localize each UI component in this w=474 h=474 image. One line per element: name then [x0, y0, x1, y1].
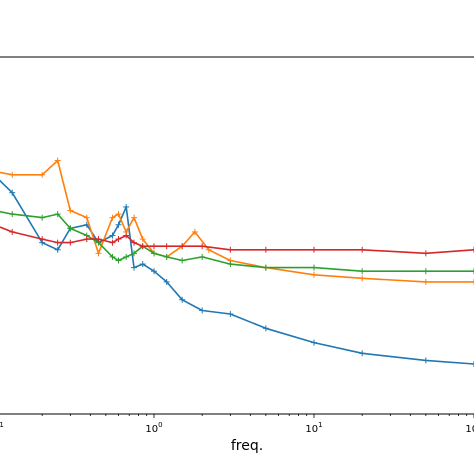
series-2-point: [422, 278, 429, 285]
series-4-point: [422, 250, 429, 257]
series-3-point: [422, 268, 429, 275]
series-3-point: [151, 250, 157, 257]
series-1-point: [359, 350, 366, 357]
series-2-point: [191, 228, 198, 235]
series-1-point: [123, 203, 130, 210]
series-1-point: [131, 264, 138, 271]
series-4-point: [471, 246, 474, 253]
series-3-point: [227, 261, 234, 268]
series-1-point: [199, 307, 206, 314]
series-3-point: [115, 257, 122, 264]
series-4-point: [95, 236, 102, 243]
series-3-point: [199, 253, 206, 260]
series-4-point: [109, 239, 116, 246]
series-4-point: [123, 232, 130, 239]
series-1-point: [115, 221, 122, 228]
series-1-point: [139, 261, 146, 268]
series-3-point: [163, 253, 170, 260]
x-tick-label: 100: [145, 421, 162, 435]
series-line-1: [0, 179, 474, 365]
series-2-point: [139, 236, 146, 243]
x-tick-label: 101: [305, 421, 322, 435]
x-tick-label: 102: [465, 421, 474, 435]
series-4-point: [131, 239, 138, 246]
series-4-point: [54, 239, 61, 246]
series-2-point: [359, 275, 366, 282]
series-4-point: [359, 246, 366, 253]
series-layer: [0, 157, 474, 368]
series-2-point: [54, 157, 61, 164]
series-1-point: [109, 232, 116, 239]
series-1-point: [163, 278, 170, 285]
series-1-point: [9, 189, 16, 196]
x-axis-label: freq.: [231, 438, 263, 454]
series-4-point: [39, 236, 46, 243]
series-1-point: [151, 268, 157, 275]
series-1-point: [422, 357, 429, 364]
series-1-point: [471, 361, 474, 368]
series-2-point: [109, 214, 116, 221]
series-3-point: [67, 225, 74, 232]
series-4-point: [163, 243, 170, 250]
series-2-point: [131, 214, 138, 221]
series-line-4: [0, 226, 474, 255]
series-3-point: [131, 250, 138, 257]
x-axis-ticks: 10-1 100 101 102: [0, 414, 474, 435]
series-4-point: [179, 243, 186, 250]
series-2-point: [471, 278, 474, 285]
series-2-point: [39, 171, 46, 178]
series-4-point: [139, 243, 146, 250]
x-tick-label: 10-1: [0, 421, 4, 435]
series-line-3: [0, 210, 474, 273]
series-3-point: [39, 214, 46, 221]
series-1-point: [311, 339, 317, 346]
series-2-point: [115, 211, 122, 218]
series-4-point: [9, 228, 16, 235]
series-4-point: [227, 246, 234, 253]
series-4-point: [115, 236, 122, 243]
series-3-point: [179, 257, 186, 264]
series-1-point: [179, 296, 186, 303]
series-1-point: [262, 325, 269, 332]
series-3-point: [311, 264, 317, 271]
series-3-point: [123, 253, 130, 260]
series-3-point: [109, 253, 116, 260]
series-2-point: [67, 207, 74, 214]
series-4-point: [67, 239, 74, 246]
series-3-point: [9, 211, 16, 218]
series-2-point: [311, 271, 317, 278]
series-2-point: [83, 214, 90, 221]
series-3-point: [54, 211, 61, 218]
series-2-point: [95, 250, 102, 257]
series-1-point: [54, 246, 61, 253]
series-2-point: [9, 171, 16, 178]
series-4-point: [311, 246, 317, 253]
series-1-point: [227, 311, 234, 318]
series-4-point: [151, 243, 157, 250]
series-3-point: [262, 264, 269, 271]
series-3-point: [471, 268, 474, 275]
series-4-point: [199, 243, 206, 250]
series-4-point: [83, 236, 90, 243]
series-3-point: [359, 268, 366, 275]
series-4-point: [262, 246, 269, 253]
